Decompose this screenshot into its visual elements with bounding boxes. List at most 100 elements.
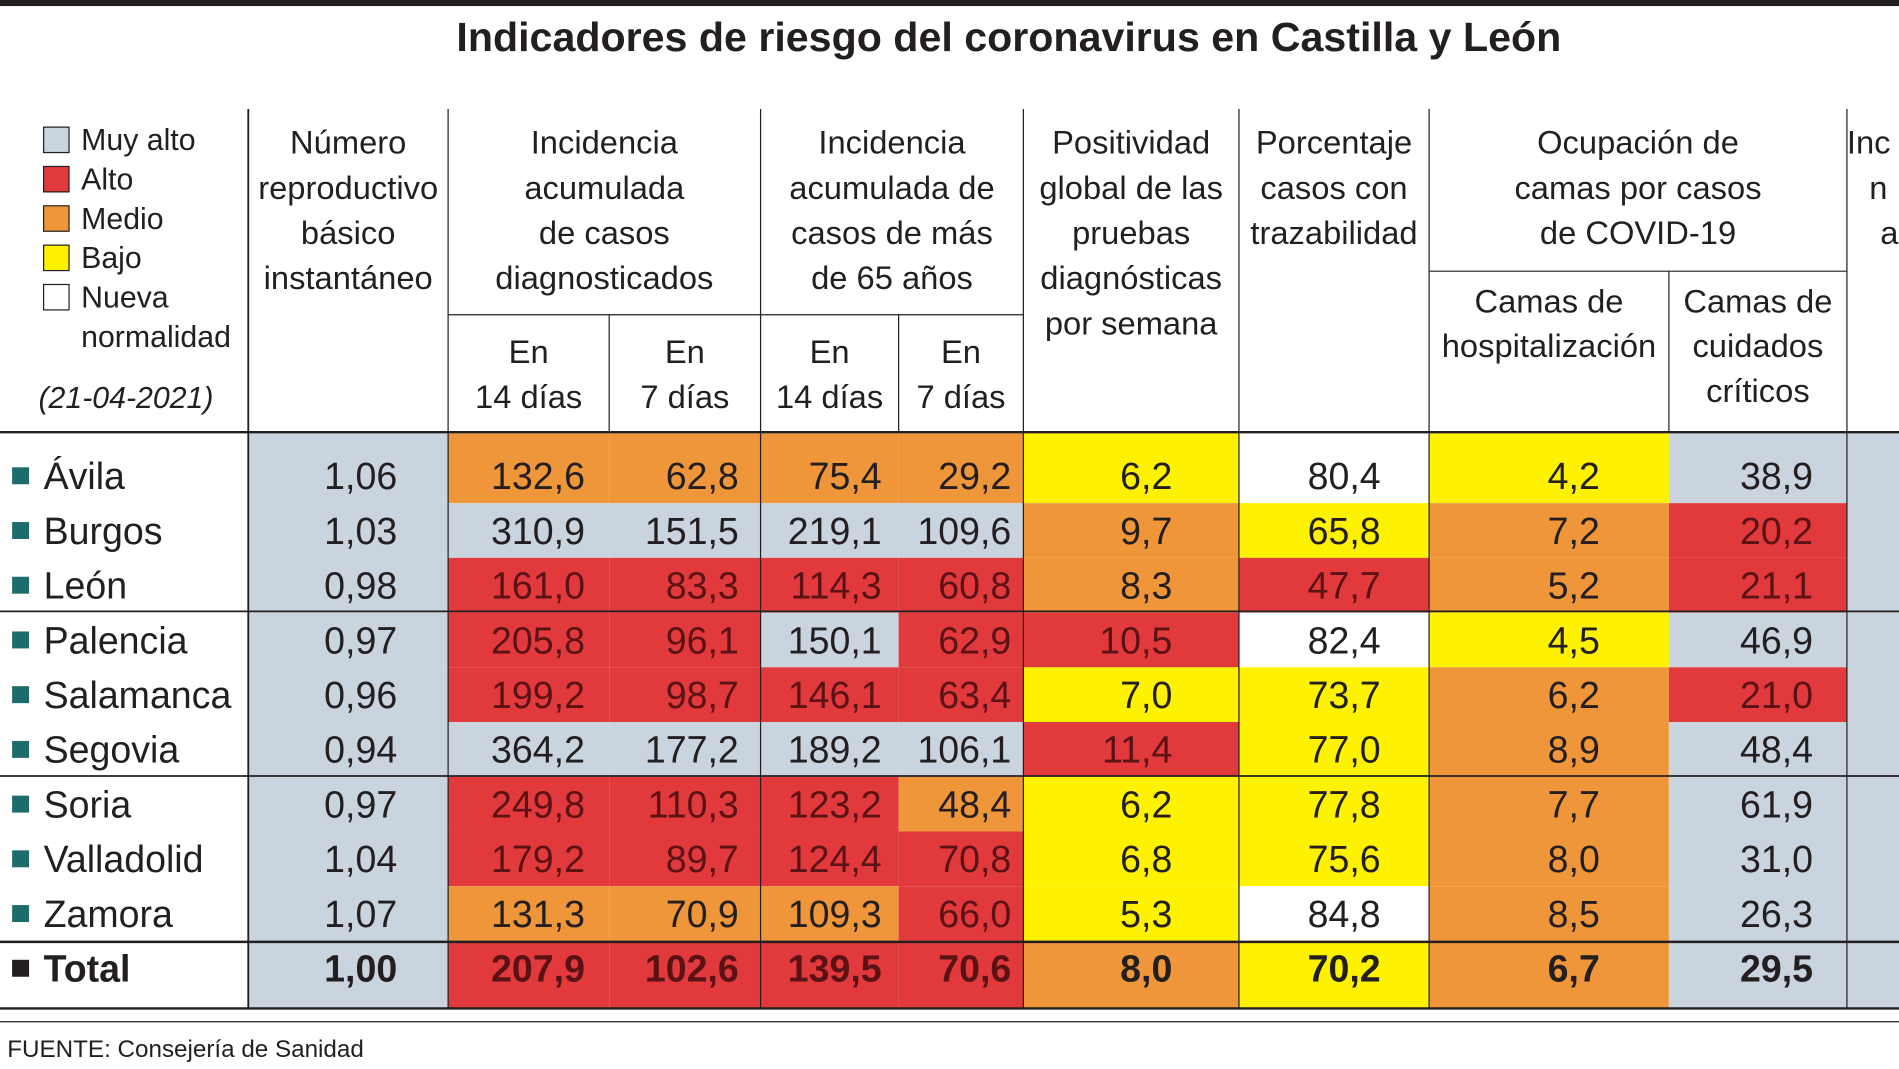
cell-background xyxy=(898,886,1024,941)
column-header: camas por casos xyxy=(1514,169,1761,206)
cell-value: 47,7 xyxy=(1308,565,1381,607)
cell-value: 4,5 xyxy=(1548,619,1600,661)
legend-swatch xyxy=(42,205,70,232)
cell-background xyxy=(1429,886,1669,941)
cell-background xyxy=(1668,940,1847,1009)
sub-header: críticos xyxy=(1706,372,1810,409)
cell-value: 0,97 xyxy=(324,783,397,825)
cell-background xyxy=(760,503,899,558)
cell-value: 9,7 xyxy=(1120,510,1172,552)
column-header: de 65 años xyxy=(811,259,973,296)
cell-background xyxy=(898,776,1024,832)
sub-header: 14 días xyxy=(776,378,883,415)
cell-value: 61,9 xyxy=(1740,783,1813,825)
cell-background xyxy=(448,667,610,723)
sub-header: En xyxy=(665,333,705,370)
cell-background xyxy=(609,667,761,723)
cell-background xyxy=(1429,503,1669,558)
cell-background xyxy=(760,612,899,668)
cell-background xyxy=(609,886,761,941)
cell-value: 8,0 xyxy=(1548,838,1600,880)
row-marker xyxy=(12,686,30,704)
cell-background xyxy=(760,667,899,723)
column-header: trazabilidad xyxy=(1250,214,1417,251)
cell-background xyxy=(248,612,449,668)
column-header: de casos xyxy=(539,214,670,251)
cell-value: 77,0 xyxy=(1308,729,1381,771)
cell-background xyxy=(1238,776,1430,832)
cell-background xyxy=(609,503,761,558)
cell-value: 38,9 xyxy=(1740,455,1813,497)
cell-value: 7,0 xyxy=(1120,674,1172,716)
cell-value: 8,9 xyxy=(1548,729,1600,771)
cell-value: 109,6 xyxy=(917,510,1011,552)
cell-background xyxy=(1238,557,1430,613)
cell-value: 83,3 xyxy=(666,565,739,607)
cell-background xyxy=(609,722,761,777)
column-header: acumulada xyxy=(524,169,685,206)
cell-value: 70,9 xyxy=(666,893,739,935)
row-name: Soria xyxy=(44,783,132,825)
row-name: León xyxy=(44,565,127,607)
cell-value: 0,94 xyxy=(324,729,397,771)
cell-value: 75,6 xyxy=(1308,838,1381,880)
cell-value: 114,3 xyxy=(791,565,882,607)
cell-background xyxy=(248,776,449,832)
cell-value: 6,8 xyxy=(1120,838,1172,880)
cell-background xyxy=(1238,940,1430,1009)
legend-date: (21-04-2021) xyxy=(38,382,213,415)
legend-label: Muy alto xyxy=(81,124,195,157)
cell-value: 1,06 xyxy=(324,455,397,497)
legend-label: Alto xyxy=(81,163,133,196)
cell-value: 7,2 xyxy=(1548,510,1600,552)
sub-header: 7 días xyxy=(640,378,729,415)
cell-value: 4,2 xyxy=(1548,455,1600,497)
cell-background xyxy=(609,557,761,613)
row-marker xyxy=(12,795,30,813)
cell-background xyxy=(1023,831,1239,887)
column-header: casos con xyxy=(1260,169,1407,206)
column-header: Ocupación de xyxy=(1537,124,1739,161)
cell-value: 102,6 xyxy=(645,948,739,990)
cell-value: 29,2 xyxy=(938,455,1011,497)
cell-value: 75,4 xyxy=(809,455,882,497)
column-header: a xyxy=(1880,214,1899,251)
cell-value: 205,8 xyxy=(491,619,585,661)
cell-background xyxy=(448,557,610,613)
cell-value: 8,3 xyxy=(1120,565,1172,607)
cell-background xyxy=(1668,776,1847,832)
cell-background xyxy=(1429,722,1669,777)
cell-value: 70,2 xyxy=(1308,948,1381,990)
column-header: Incidencia xyxy=(531,124,679,161)
cell-background xyxy=(1668,831,1847,887)
cell-value: 5,3 xyxy=(1120,893,1172,935)
cell-background xyxy=(898,612,1024,668)
column-header: casos de más xyxy=(791,214,993,251)
cell-value: 10,5 xyxy=(1099,619,1172,661)
cell-background xyxy=(760,886,899,941)
cell-value: 139,5 xyxy=(788,948,882,990)
column-header: Inc xyxy=(1847,124,1891,161)
sub-header: cuidados xyxy=(1692,327,1823,364)
column-header: n xyxy=(1869,169,1887,206)
cell-value: 1,00 xyxy=(324,948,397,990)
row-name: Burgos xyxy=(44,510,163,552)
cell-value: 310,9 xyxy=(491,510,585,552)
cell-background xyxy=(609,940,761,1009)
cell-background xyxy=(1238,612,1430,668)
cell-value: 8,5 xyxy=(1548,893,1600,935)
cell-background xyxy=(248,667,449,723)
cell-value: 80,4 xyxy=(1308,455,1381,497)
sub-header: Camas de xyxy=(1683,282,1832,319)
row-marker xyxy=(12,905,30,923)
cell-background xyxy=(609,612,761,668)
cell-background xyxy=(609,433,761,504)
cell-value: 106,1 xyxy=(917,729,1011,771)
cell-value: 8,0 xyxy=(1120,948,1172,990)
cell-value: 21,1 xyxy=(1740,565,1813,607)
cell-background xyxy=(1238,722,1430,777)
cell-background xyxy=(898,557,1024,613)
cell-value: 82,4 xyxy=(1308,619,1381,661)
cell-value: 123,2 xyxy=(788,783,882,825)
column-header: Incidencia xyxy=(818,124,966,161)
